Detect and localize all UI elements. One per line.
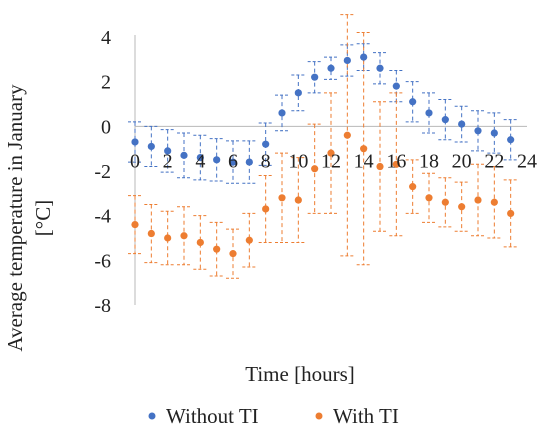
point-without-ti — [490, 129, 498, 137]
point-without-ti — [392, 82, 400, 90]
point-with-ti — [180, 232, 188, 240]
x-tick-label: 16 — [386, 150, 406, 172]
point-without-ti — [262, 140, 270, 148]
x-tick-label: 24 — [517, 150, 537, 172]
x-tick-label: 12 — [321, 150, 341, 172]
y-axis-title-line1: Average temperature in January — [3, 84, 27, 352]
point-without-ti — [278, 109, 286, 117]
x-tick-label: 0 — [130, 150, 140, 172]
x-tick-label: 18 — [419, 150, 439, 172]
point-with-ti — [441, 198, 449, 206]
point-with-ti — [213, 245, 221, 253]
point-without-ti — [343, 56, 351, 65]
point-without-ti — [311, 73, 319, 81]
point-with-ti — [392, 160, 400, 168]
y-axis-title-line2: [°C] — [31, 200, 55, 236]
y-tick-label: -4 — [94, 206, 111, 228]
data-points — [131, 53, 515, 258]
point-with-ti — [311, 165, 319, 173]
point-without-ti — [327, 64, 335, 72]
point-without-ti — [180, 151, 188, 159]
point-with-ti — [229, 250, 237, 258]
point-with-ti — [196, 238, 204, 247]
point-without-ti — [213, 156, 221, 164]
legend: Without TI With TI — [148, 404, 399, 428]
point-with-ti — [409, 183, 417, 191]
point-without-ti — [164, 147, 172, 155]
point-with-ti — [245, 236, 253, 244]
point-with-ti — [507, 209, 515, 218]
error-bars — [128, 14, 518, 279]
x-tick-label: 10 — [288, 150, 308, 172]
point-with-ti — [278, 194, 286, 202]
y-tick-label: -6 — [94, 250, 111, 272]
point-without-ti — [196, 154, 204, 162]
point-without-ti — [131, 138, 139, 146]
legend-label-with-ti: With TI — [333, 404, 399, 428]
point-with-ti — [294, 196, 302, 204]
point-without-ti — [441, 116, 449, 124]
tick-labels: 420-2-4-6-80 2 4 6 8 10 12 14 16 18 20 22 24 — [94, 27, 537, 317]
point-with-ti — [425, 194, 433, 202]
x-tick-label: 8 — [261, 150, 271, 172]
point-with-ti — [147, 229, 155, 238]
legend-marker-with-ti — [315, 412, 323, 420]
y-tick-label: 4 — [101, 27, 111, 49]
legend-marker-without-ti — [148, 412, 156, 420]
point-with-ti — [327, 149, 335, 157]
y-axis-title: Average temperature in January [°C] — [3, 84, 55, 352]
point-with-ti — [262, 205, 270, 213]
point-with-ti — [343, 131, 351, 139]
point-without-ti — [474, 127, 482, 135]
x-tick-label: 22 — [484, 150, 504, 172]
point-without-ti — [425, 109, 433, 117]
point-with-ti — [131, 221, 139, 229]
x-tick-label: 6 — [228, 150, 238, 172]
point-without-ti — [458, 120, 466, 128]
point-with-ti — [490, 198, 498, 206]
point-without-ti — [360, 53, 368, 61]
x-tick-label: 14 — [354, 150, 374, 172]
y-tick-label: 0 — [101, 116, 111, 138]
point-without-ti — [245, 158, 253, 166]
point-without-ti — [147, 142, 155, 151]
point-without-ti — [294, 89, 302, 97]
point-with-ti — [164, 234, 172, 242]
legend-label-without-ti: Without TI — [166, 404, 259, 428]
point-without-ti — [229, 158, 237, 166]
point-without-ti — [409, 98, 417, 106]
x-tick-label: 4 — [195, 150, 205, 172]
point-without-ti — [507, 136, 515, 144]
point-with-ti — [376, 162, 384, 171]
y-tick-label: -8 — [94, 295, 111, 317]
point-with-ti — [474, 196, 482, 204]
y-tick-label: 2 — [101, 72, 111, 94]
point-with-ti — [458, 203, 466, 211]
x-axis-title: Time [hours] — [245, 362, 354, 386]
point-with-ti — [360, 145, 368, 153]
x-tick-label: 20 — [452, 150, 472, 172]
y-tick-label: -2 — [94, 161, 111, 183]
point-without-ti — [376, 64, 384, 72]
x-tick-label: 2 — [163, 150, 173, 172]
